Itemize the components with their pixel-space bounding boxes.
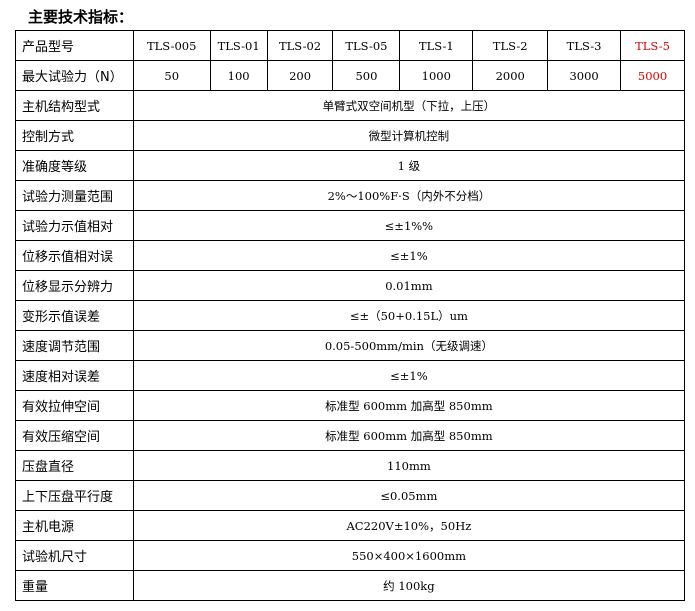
table-row: 有效拉伸空间 标准型 600mm 加高型 850mm [15, 390, 686, 421]
row-value: 约 100kg [132, 570, 686, 601]
row-value: 2%～100%F·S（内外不分档） [132, 180, 686, 211]
row-label: 主机电源 [15, 510, 134, 541]
table-row: 速度相对误差 ≤±1% [15, 360, 686, 391]
row-label: 准确度等级 [15, 150, 134, 181]
row-label: 试验机尺寸 [15, 540, 134, 571]
table-row: 主机结构型式 单臂式双空间机型（下拉，上压） [15, 90, 686, 121]
row-label: 上下压盘平行度 [15, 480, 134, 511]
row-value: ≤0.05mm [132, 480, 686, 511]
table-row: 上下压盘平行度 ≤0.05mm [15, 480, 686, 511]
model-cell: TLS-01 [209, 30, 268, 61]
row-label: 产品型号 [15, 30, 134, 61]
spec-table: 产品型号 TLS-005 TLS-01 TLS-02 TLS-05 TLS-1 … [15, 30, 686, 601]
table-row: 控制方式 微型计算机控制 [15, 120, 686, 151]
force-cell-highlighted: 5000 [620, 60, 685, 91]
table-row: 位移示值相对误 ≤±1% [15, 240, 686, 271]
row-value: ≤±1%% [132, 210, 686, 241]
row-value: 标准型 600mm 加高型 850mm [132, 420, 686, 451]
row-value: 110mm [132, 450, 686, 481]
model-cell: TLS-1 [399, 30, 474, 61]
row-label: 速度调节范围 [15, 330, 134, 361]
row-label: 有效压缩空间 [15, 420, 134, 451]
section-title: 主要技术指标： [28, 8, 134, 26]
row-label: 重量 [15, 570, 134, 601]
row-label: 主机结构型式 [15, 90, 134, 121]
table-row: 准确度等级 1 级 [15, 150, 686, 181]
table-row: 速度调节范围 0.05-500mm/min（无级调速） [15, 330, 686, 361]
table-row: 试验力示值相对 ≤±1%% [15, 210, 686, 241]
table-row: 压盘直径 110mm [15, 450, 686, 481]
force-cell: 1000 [399, 60, 474, 91]
row-value: AC220V±10%，50Hz [132, 510, 686, 541]
force-cell: 3000 [547, 60, 622, 91]
table-row: 位移显示分辨力 0.01mm [15, 270, 686, 301]
model-cell: TLS-005 [132, 30, 211, 61]
model-cell: TLS-02 [266, 30, 334, 61]
table-row: 变形示值误差 ≤±（50+0.15L）um [15, 300, 686, 331]
row-label: 最大试验力（N） [15, 60, 134, 91]
row-value: ≤±（50+0.15L）um [132, 300, 686, 331]
table-row: 重量约 100kg [15, 570, 686, 601]
row-value: 单臂式双空间机型（下拉，上压） [132, 90, 686, 121]
row-value: 0.01mm [132, 270, 686, 301]
force-cell: 500 [332, 60, 401, 91]
row-label: 压盘直径 [15, 450, 134, 481]
model-cell: TLS-3 [547, 30, 622, 61]
row-value: 550×400×1600mm [132, 540, 686, 571]
model-cell: TLS-05 [332, 30, 401, 61]
row-value: 标准型 600mm 加高型 850mm [132, 390, 686, 421]
row-value: ≤±1% [132, 360, 686, 391]
table-row: 有效压缩空间 标准型 600mm 加高型 850mm [15, 420, 686, 451]
row-value: 1 级 [132, 150, 686, 181]
table-row: 试验力测量范围 2%～100%F·S（内外不分档） [15, 180, 686, 211]
row-label: 控制方式 [15, 120, 134, 151]
model-cell: TLS-2 [472, 30, 549, 61]
row-value: 微型计算机控制 [132, 120, 686, 151]
row-label: 变形示值误差 [15, 300, 134, 331]
row-label: 位移显示分辨力 [15, 270, 134, 301]
row-label: 有效拉伸空间 [15, 390, 134, 421]
table-row: 主机电源 AC220V±10%，50Hz [15, 510, 686, 541]
table-row: 试验机尺寸 550×400×1600mm [15, 540, 686, 571]
force-row: 最大试验力（N） 50 100 200 500 1000 2000 3000 5… [15, 60, 685, 91]
row-label: 试验力测量范围 [15, 180, 134, 211]
force-cell: 100 [209, 60, 268, 91]
row-label: 位移示值相对误 [15, 240, 134, 271]
row-value: 0.05-500mm/min（无级调速） [132, 330, 686, 361]
force-cell: 50 [132, 60, 211, 91]
model-cell-highlighted: TLS-5 [620, 30, 685, 61]
force-cell: 200 [266, 60, 334, 91]
row-label: 试验力示值相对 [15, 210, 134, 241]
force-cell: 2000 [472, 60, 549, 91]
model-row: 产品型号 TLS-005 TLS-01 TLS-02 TLS-05 TLS-1 … [15, 30, 685, 61]
row-value: ≤±1% [132, 240, 686, 271]
row-label: 速度相对误差 [15, 360, 134, 391]
